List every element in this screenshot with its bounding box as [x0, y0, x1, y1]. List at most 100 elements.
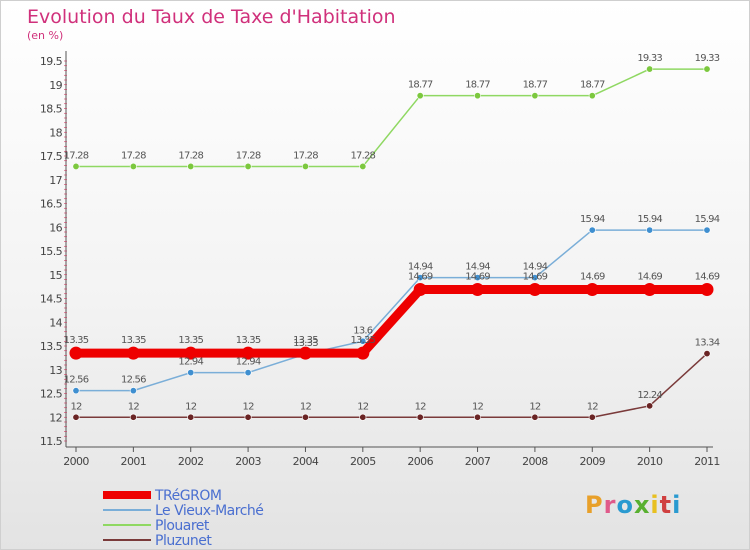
data-label: 15.94 — [695, 214, 720, 225]
data-label: 14.69 — [465, 271, 490, 282]
data-label: 12.24 — [637, 390, 662, 401]
legend-label: Le Vieux-Marché — [155, 503, 263, 519]
data-point — [531, 274, 539, 282]
logo-letter: i — [650, 491, 660, 519]
data-label: 13.6 — [353, 325, 373, 336]
data-point — [187, 162, 195, 170]
y-tick-label: 17.5 — [40, 150, 63, 163]
data-point — [474, 274, 482, 282]
data-label: 17.28 — [350, 150, 375, 161]
data-label: 12 — [185, 401, 197, 412]
x-tick-label: 2004 — [293, 455, 319, 468]
data-label: 13.35 — [236, 335, 261, 346]
x-tick-label: 2005 — [350, 455, 376, 468]
y-tick-label: 17 — [49, 174, 62, 187]
data-label: 14.94 — [408, 262, 433, 273]
data-point — [703, 350, 711, 358]
data-point — [359, 413, 367, 421]
y-tick-label: 16 — [49, 221, 62, 234]
data-label: 19.33 — [695, 53, 720, 64]
data-label: 17.28 — [64, 150, 89, 161]
data-label: 14.69 — [695, 271, 720, 282]
series-markers — [69, 65, 714, 421]
data-point — [244, 162, 252, 170]
data-label: 12 — [243, 401, 255, 412]
x-tick-label: 2000 — [63, 455, 89, 468]
data-label: 18.77 — [580, 80, 605, 91]
data-label: 12 — [357, 401, 369, 412]
data-point — [69, 346, 83, 360]
y-tick-label: 15 — [49, 269, 62, 282]
data-point — [474, 413, 482, 421]
y-tick-label: 18.5 — [40, 103, 63, 116]
y-tick-label: 18 — [49, 126, 62, 139]
data-label: 15.94 — [637, 214, 662, 225]
x-tick-label: 2006 — [407, 455, 433, 468]
data-label: 14.94 — [465, 262, 490, 273]
y-tick-label: 13 — [49, 364, 62, 377]
chart-unit-label: (en %) — [27, 29, 64, 42]
data-label: 12 — [472, 401, 484, 412]
data-point — [588, 226, 596, 234]
data-labels: 17.28 17.28 17.28 17.28 17.28 17.28 18.77 18.77… — [64, 53, 721, 412]
y-axis-labels: 11.5 12 12.5 13 13.5 14 14.5 15 15.5 16 16.5 17 17.5… — [40, 55, 63, 448]
data-label: 13.35 — [121, 335, 146, 346]
y-tick-label: 13.5 — [40, 340, 63, 353]
data-point — [700, 282, 714, 296]
x-tick-label: 2002 — [178, 455, 204, 468]
data-point — [416, 413, 424, 421]
x-tick-label: 2009 — [579, 455, 605, 468]
y-tick-label: 15.5 — [40, 245, 63, 258]
data-label: 13.35 — [178, 335, 203, 346]
data-label: 14.69 — [408, 271, 433, 282]
data-label: 17.28 — [121, 150, 146, 161]
data-label: 12.94 — [236, 357, 261, 368]
data-point — [531, 413, 539, 421]
data-point — [72, 387, 80, 395]
data-label: 14.94 — [523, 262, 548, 273]
data-point — [187, 369, 195, 377]
axes — [64, 51, 713, 452]
data-label: 19.33 — [637, 53, 662, 64]
data-point — [356, 346, 370, 360]
data-point — [585, 282, 599, 296]
logo-letter: t — [659, 491, 673, 519]
y-tick-label: 12 — [49, 411, 62, 424]
legend-label: TRéGROM — [154, 488, 221, 504]
data-point — [416, 92, 424, 100]
data-label: 14.69 — [523, 271, 548, 282]
data-point — [646, 226, 654, 234]
data-point — [244, 369, 252, 377]
data-point — [184, 346, 198, 360]
data-point — [531, 92, 539, 100]
data-point — [588, 413, 596, 421]
data-label: 13.35 — [64, 335, 89, 346]
data-point — [129, 162, 137, 170]
data-label: 12.56 — [64, 375, 89, 386]
series-line — [76, 353, 708, 418]
data-label: 12 — [128, 401, 140, 412]
data-label: 13.35 — [293, 335, 318, 346]
data-label: 12.56 — [121, 375, 146, 386]
series-line — [76, 284, 707, 358]
logo-letter: P — [585, 491, 604, 519]
series-lines — [76, 68, 708, 418]
data-point — [244, 413, 252, 421]
data-point — [646, 402, 654, 410]
data-label: 18.77 — [465, 80, 490, 91]
x-tick-label: 2003 — [235, 455, 261, 468]
data-label: 17.28 — [178, 150, 203, 161]
data-point — [471, 282, 485, 296]
data-label: 12 — [70, 401, 82, 412]
data-label: 12.94 — [178, 357, 203, 368]
data-point — [643, 282, 657, 296]
data-point — [72, 413, 80, 421]
data-point — [72, 162, 80, 170]
data-point — [528, 282, 542, 296]
data-label: 12 — [587, 401, 599, 412]
data-point — [646, 65, 654, 73]
data-label: 18.77 — [523, 80, 548, 91]
data-point — [129, 387, 137, 395]
logo-letter: x — [633, 491, 651, 519]
